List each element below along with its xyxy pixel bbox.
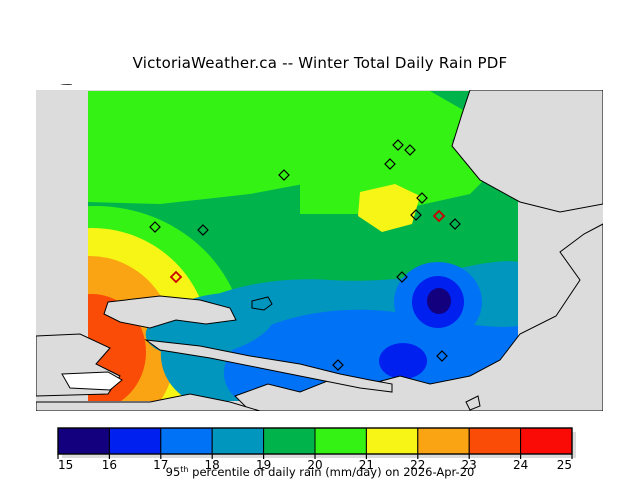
landmass-northeast	[451, 90, 603, 213]
colorbar-swatch	[160, 427, 213, 455]
colorbar-swatch	[211, 427, 265, 455]
colorbar-caption: 95th percentile of daily rain (mm/day) o…	[166, 465, 475, 480]
colorbar-ticks	[57, 454, 573, 459]
station-marker[interactable]	[449, 218, 461, 230]
island-bottom-right	[465, 395, 481, 411]
colorbar-swatch	[520, 427, 573, 455]
colorbar-swatch	[417, 427, 470, 455]
contour-band-15-16-ne	[427, 288, 451, 314]
colorbar-tick-label: 25	[557, 458, 572, 472]
colorbar-tick-label: 23	[462, 458, 477, 472]
colorbar-swatch	[263, 427, 316, 455]
colorbar-tick-label: 18	[205, 458, 220, 472]
contour-band-21-22	[88, 91, 470, 204]
colorbar-tick-label: 17	[153, 458, 168, 472]
colorbar-swatch	[314, 427, 367, 455]
lagoon-southwest	[61, 371, 123, 391]
station-marker[interactable]	[278, 169, 290, 181]
contour-band-16-17-central	[379, 343, 427, 379]
contour-band-21-22-b	[300, 139, 500, 214]
colorbar-tick-labels: 15 16 17 18 19 20 21 22 23 24 25	[58, 458, 572, 472]
contour-band-22-23-north	[358, 184, 420, 232]
station-marker[interactable]	[149, 221, 161, 233]
landmass-south-coast	[36, 393, 261, 411]
colorbar-legend: 15 16 17 18 19 20 21 22 23 24 25 95th percentile o…	[0, 420, 640, 480]
colorbar-tick-label: 21	[359, 458, 374, 472]
station-marker[interactable]	[332, 359, 344, 371]
caption-superscript: th	[180, 465, 188, 474]
page-title: VictoriaWeather.ca -- Winter Total Daily…	[132, 54, 508, 72]
station-marker[interactable]	[436, 350, 448, 362]
lake-central	[251, 296, 273, 311]
landmass-isthmus	[144, 339, 393, 393]
colorbar-tick-label: 22	[410, 458, 425, 472]
colorbar-swatch	[468, 427, 522, 455]
station-marker[interactable]	[396, 271, 408, 283]
station-marker[interactable]	[197, 224, 209, 236]
colorbar-tick-label: 24	[513, 458, 528, 472]
colorbar-swatch	[365, 427, 419, 455]
colorbar-swatch	[57, 427, 110, 455]
station-marker-group	[149, 139, 461, 371]
landmass-west-peninsula	[103, 295, 237, 329]
contour-field	[88, 91, 518, 401]
station-marker[interactable]	[416, 192, 428, 204]
colorbar-swatches	[57, 427, 573, 455]
landmass-southeast	[234, 223, 603, 411]
colorbar-tick-label: 16	[102, 458, 117, 472]
map-panel	[0, 84, 640, 414]
station-marker[interactable]	[169, 270, 183, 284]
caption-prefix: 95	[166, 465, 181, 479]
station-marker[interactable]	[410, 209, 422, 221]
landmass-group	[36, 90, 603, 411]
caption-rest: percentile of daily rain (mm/day) on 202…	[189, 465, 475, 479]
station-marker[interactable]	[404, 144, 416, 156]
colorbar-tick-label: 15	[58, 458, 73, 472]
station-marker[interactable]	[392, 139, 404, 151]
colorbar-tick-label: 20	[307, 458, 322, 472]
colorbar-tick-label: 19	[256, 458, 271, 472]
station-marker[interactable]	[384, 158, 396, 170]
colorbar-swatch	[108, 427, 162, 455]
station-marker[interactable]	[432, 209, 446, 223]
